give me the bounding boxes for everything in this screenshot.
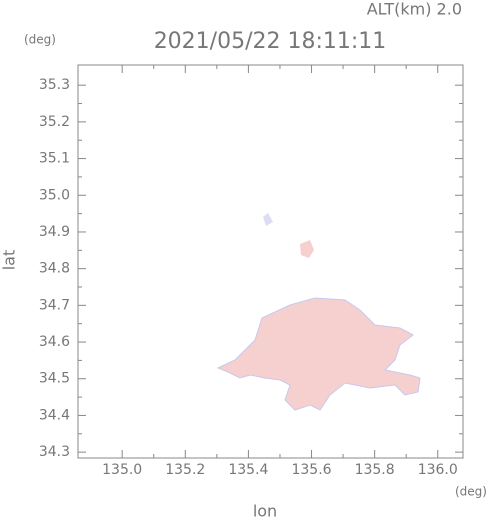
y-tick-label: 35.2	[39, 114, 70, 130]
y-tick-label: 34.3	[39, 444, 70, 460]
y-tick-label: 34.7	[39, 297, 70, 313]
x-label: lon	[253, 502, 277, 521]
x-tick-label: 135.4	[228, 462, 268, 478]
plot-frame	[77, 64, 464, 459]
y-label: lat	[0, 250, 19, 271]
chart-title: 2021/05/22 18:11:11	[154, 29, 387, 54]
x-tick-label: 135.0	[102, 462, 142, 478]
x-unit: (deg)	[455, 485, 487, 499]
altitude-label: ALT(km) 2.0	[367, 0, 462, 19]
y-unit: (deg)	[24, 33, 56, 47]
y-tick-label: 34.9	[39, 224, 70, 240]
y-tick-label: 34.4	[39, 407, 70, 423]
x-tick-label: 135.8	[355, 462, 395, 478]
y-tick-label: 35.1	[39, 151, 70, 167]
y-tick-label: 35.0	[39, 187, 70, 203]
y-tick-label: 34.8	[39, 261, 70, 277]
y-tick-label: 34.6	[39, 334, 70, 350]
x-tick-label: 136.0	[418, 462, 458, 478]
x-tick-label: 135.2	[165, 462, 205, 478]
y-tick-label: 34.5	[39, 371, 70, 387]
echo-small	[300, 240, 314, 258]
echo-tiny	[263, 213, 273, 226]
echo-area	[216, 213, 421, 411]
y-tick-label: 35.3	[39, 77, 70, 93]
echo-main	[216, 297, 421, 411]
x-tick-label: 135.6	[291, 462, 331, 478]
